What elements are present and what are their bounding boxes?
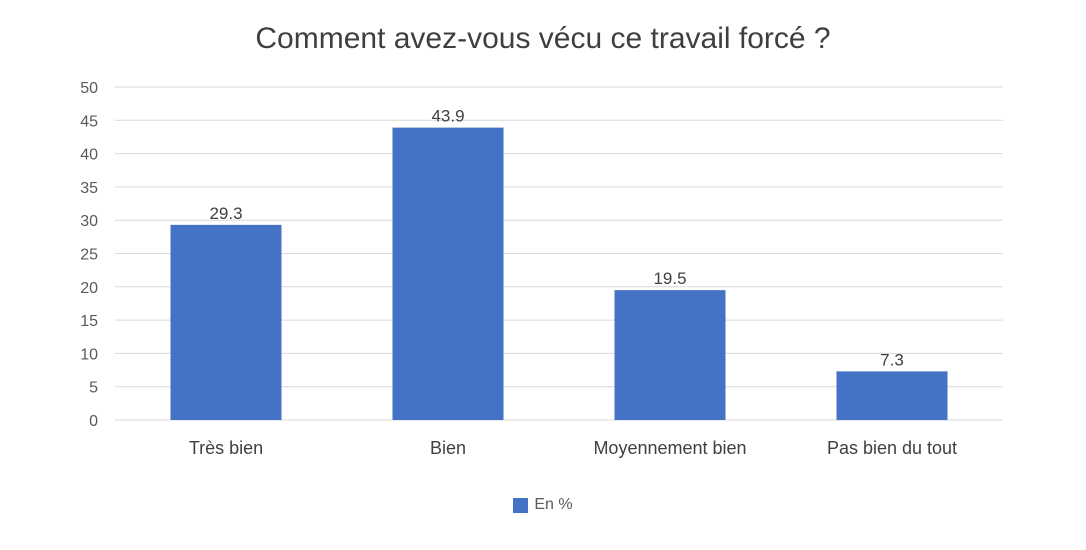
- y-tick-label: 15: [80, 313, 98, 330]
- chart-title: Comment avez-vous vécu ce travail forcé …: [255, 22, 831, 55]
- y-tick-label: 30: [80, 213, 98, 230]
- data-label: 7.3: [880, 350, 904, 369]
- data-label: 43.9: [431, 107, 464, 126]
- legend-swatch: [513, 497, 529, 513]
- y-tick-label: 40: [80, 147, 98, 164]
- legend-label: En %: [534, 496, 573, 513]
- y-tick-label: 35: [80, 180, 98, 197]
- legend: En %: [0, 496, 1086, 514]
- y-tick-label: 45: [80, 113, 98, 130]
- x-tick-label: Bien: [430, 438, 466, 458]
- x-tick-label: Pas bien du tout: [827, 438, 957, 458]
- x-tick-label: Moyennement bien: [593, 438, 746, 458]
- y-tick-label: 0: [89, 413, 98, 430]
- y-tick-label: 20: [80, 280, 98, 297]
- x-tick-label: Très bien: [189, 438, 263, 458]
- bar: [392, 127, 504, 420]
- bar: [836, 371, 948, 420]
- data-label: 19.5: [653, 269, 686, 288]
- y-tick-label: 10: [80, 346, 98, 363]
- bar: [170, 224, 282, 420]
- data-label: 29.3: [209, 204, 242, 223]
- y-tick-label: 50: [80, 80, 98, 97]
- y-tick-label: 5: [89, 380, 98, 397]
- y-tick-label: 25: [80, 247, 98, 264]
- bar: [614, 290, 726, 420]
